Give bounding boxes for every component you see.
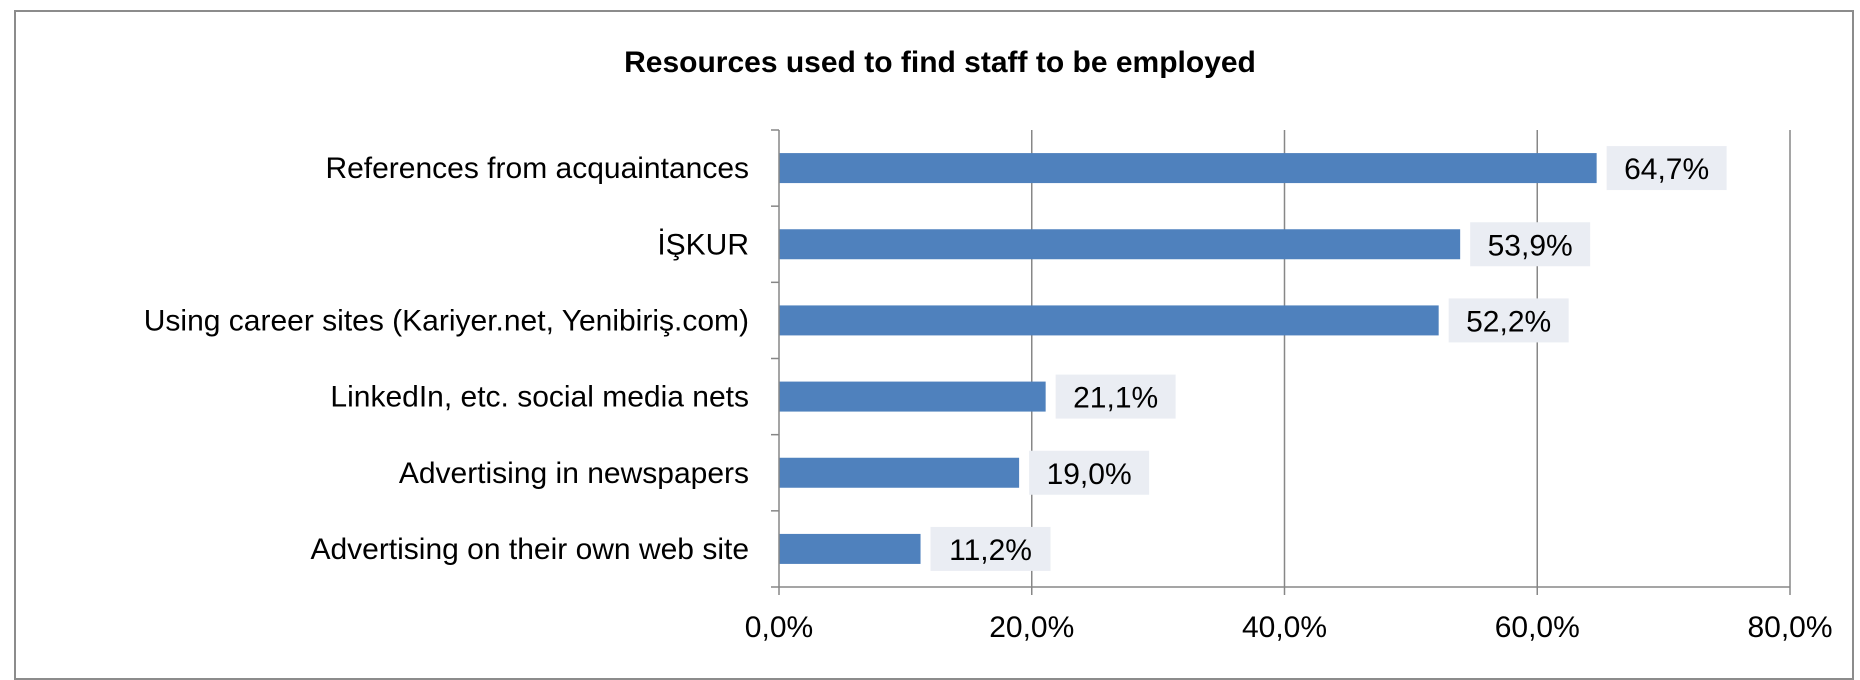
category-label: Advertising on their own web site: [310, 533, 749, 566]
bar: [779, 229, 1461, 260]
category-label: Using career sites (Kariyer.net, Yenibir…: [144, 304, 749, 337]
labels: References from acquaintances 64,7% İŞKUR 5…: [144, 146, 1727, 571]
data-label-background: [1055, 374, 1176, 419]
category-label: References from acquaintances: [325, 152, 749, 185]
bar: [779, 457, 1020, 488]
bar: [779, 305, 1439, 336]
data-label: 19,0%: [1047, 458, 1132, 491]
data-label: 21,1%: [1073, 382, 1158, 415]
bar: [779, 381, 1046, 412]
bar: [779, 153, 1597, 184]
category-label: İŞKUR: [657, 228, 749, 261]
data-label: 53,9%: [1488, 229, 1573, 262]
x-tick-label: 60,0%: [1495, 611, 1580, 644]
data-label-background: [1606, 146, 1727, 191]
x-tick-label: 20,0%: [989, 611, 1074, 644]
x-tick-label: 80,0%: [1747, 611, 1832, 644]
data-label-background: [930, 526, 1051, 571]
category-label: Advertising in newspapers: [399, 457, 749, 490]
data-label-background: [1029, 450, 1150, 495]
bars: [779, 153, 1597, 564]
data-label-background: [1448, 298, 1569, 343]
category-label: LinkedIn, etc. social media nets: [330, 381, 749, 414]
data-label: 11,2%: [949, 534, 1032, 567]
data-label: 52,2%: [1466, 305, 1551, 338]
gridlines: [1031, 130, 1791, 587]
axes: 0,0% 20,0% 40,0% 60,0% 80,0%: [745, 129, 1833, 644]
chart-title: Resources used to find staff to be emplo…: [624, 46, 1256, 79]
data-label: 64,7%: [1624, 153, 1709, 186]
bar: [779, 533, 921, 564]
bar-chart: Resources used to find staff to be emplo…: [144, 46, 1833, 644]
x-tick-label: 40,0%: [1242, 611, 1327, 644]
data-label-background: [1470, 222, 1591, 267]
x-tick-label: 0,0%: [745, 611, 813, 644]
